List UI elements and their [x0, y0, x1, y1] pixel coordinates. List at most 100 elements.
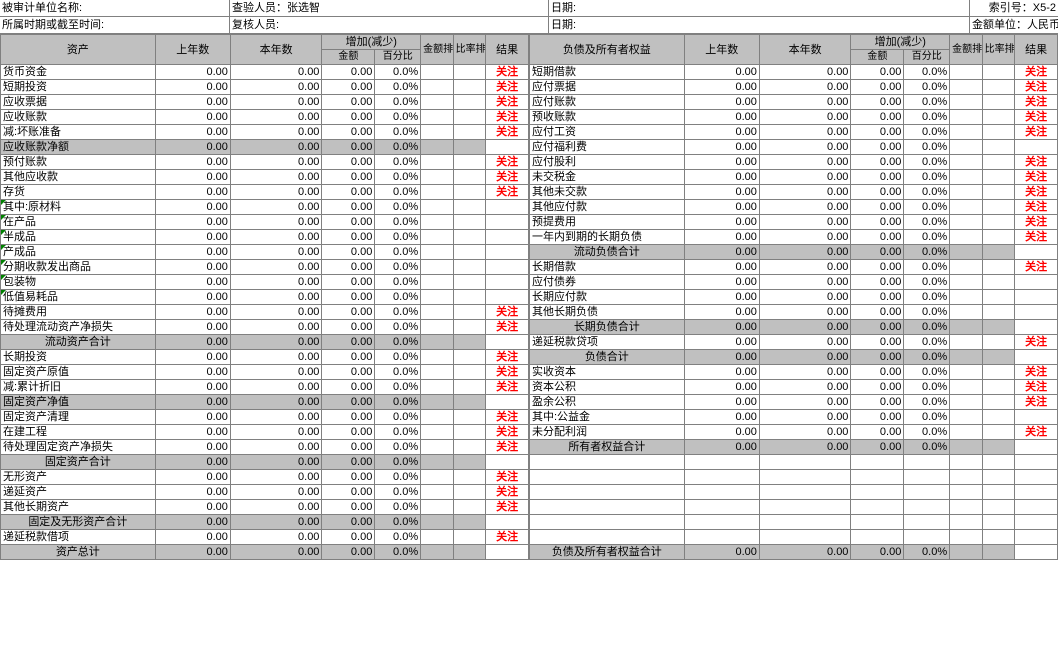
result-cell[interactable]: 关注	[1015, 155, 1058, 170]
cell[interactable]: 0.0%	[904, 335, 950, 350]
cell[interactable]: 0.00	[684, 350, 759, 365]
cell[interactable]: 0.00	[155, 320, 230, 335]
cell[interactable]	[950, 230, 983, 245]
cell[interactable]	[950, 365, 983, 380]
cell[interactable]	[421, 530, 454, 545]
cell[interactable]: 0.00	[851, 365, 904, 380]
cell[interactable]: 0.00	[322, 545, 375, 560]
cell[interactable]	[684, 485, 759, 500]
cell[interactable]: 0.00	[322, 470, 375, 485]
table-row[interactable]: 资本公积0.000.000.000.0%关注	[530, 380, 1058, 395]
cell[interactable]: 0.00	[230, 350, 322, 365]
table-row[interactable]: 长期应付款0.000.000.000.0%	[530, 290, 1058, 305]
result-cell[interactable]: 关注	[1015, 215, 1058, 230]
cell[interactable]: 0.00	[155, 335, 230, 350]
result-cell[interactable]: 关注	[1015, 95, 1058, 110]
cell[interactable]: 0.00	[851, 275, 904, 290]
cell[interactable]	[982, 440, 1015, 455]
cell[interactable]: 0.00	[155, 485, 230, 500]
cell[interactable]	[904, 500, 950, 515]
cell[interactable]	[982, 245, 1015, 260]
cell[interactable]	[982, 500, 1015, 515]
right-table[interactable]: 负债及所有者权益 上年数 本年数 增加(减少) 金额排序 比率排序 结果 金额 …	[529, 34, 1058, 560]
cell[interactable]: 0.00	[155, 455, 230, 470]
cell[interactable]	[453, 80, 486, 95]
cell[interactable]: 0.00	[155, 155, 230, 170]
table-row[interactable]: 递延税款贷项0.000.000.000.0%关注	[530, 335, 1058, 350]
cell[interactable]: 0.00	[322, 365, 375, 380]
cell[interactable]: 0.00	[851, 260, 904, 275]
result-cell[interactable]	[1015, 410, 1058, 425]
cell[interactable]	[904, 455, 950, 470]
cell[interactable]	[759, 530, 851, 545]
cell[interactable]: 0.0%	[375, 515, 421, 530]
result-cell[interactable]: 关注	[1015, 125, 1058, 140]
cell[interactable]	[453, 200, 486, 215]
cell[interactable]	[453, 500, 486, 515]
cell[interactable]: 0.00	[230, 530, 322, 545]
cell[interactable]: 0.0%	[375, 110, 421, 125]
cell[interactable]	[421, 470, 454, 485]
result-cell[interactable]	[486, 395, 529, 410]
cell[interactable]	[982, 530, 1015, 545]
cell[interactable]: 0.00	[759, 65, 851, 80]
cell[interactable]	[950, 455, 983, 470]
cell[interactable]: 0.00	[155, 380, 230, 395]
cell[interactable]	[421, 410, 454, 425]
cell[interactable]	[759, 455, 851, 470]
cell[interactable]: 0.0%	[375, 230, 421, 245]
cell[interactable]	[453, 365, 486, 380]
cell[interactable]	[950, 530, 983, 545]
cell[interactable]: 0.0%	[375, 500, 421, 515]
table-row[interactable]: 其中:公益金0.000.000.000.0%	[530, 410, 1058, 425]
cell[interactable]	[453, 470, 486, 485]
cell[interactable]	[421, 125, 454, 140]
table-row[interactable]: 在产品0.000.000.000.0%	[1, 215, 529, 230]
cell[interactable]	[950, 410, 983, 425]
cell[interactable]: 0.00	[684, 275, 759, 290]
cell[interactable]: 0.00	[759, 350, 851, 365]
result-cell[interactable]	[486, 230, 529, 245]
cell[interactable]: 0.00	[851, 65, 904, 80]
cell[interactable]	[453, 230, 486, 245]
cell[interactable]	[950, 95, 983, 110]
cell[interactable]: 0.0%	[375, 245, 421, 260]
cell[interactable]: 0.00	[230, 515, 322, 530]
cell[interactable]	[982, 170, 1015, 185]
cell[interactable]: 0.00	[155, 80, 230, 95]
cell[interactable]	[950, 215, 983, 230]
cell[interactable]: 0.00	[684, 230, 759, 245]
cell[interactable]: 0.00	[230, 395, 322, 410]
cell[interactable]: 0.00	[155, 470, 230, 485]
table-row[interactable]: 实收资本0.000.000.000.0%关注	[530, 365, 1058, 380]
table-row[interactable]: 盈余公积0.000.000.000.0%关注	[530, 395, 1058, 410]
cell[interactable]: 0.00	[759, 185, 851, 200]
cell[interactable]	[453, 185, 486, 200]
cell[interactable]	[950, 515, 983, 530]
cell[interactable]	[453, 395, 486, 410]
cell[interactable]: 0.00	[322, 275, 375, 290]
table-row[interactable]: 固定资产合计0.000.000.000.0%	[1, 455, 529, 470]
result-cell[interactable]: 关注	[486, 365, 529, 380]
cell[interactable]	[982, 65, 1015, 80]
cell[interactable]: 0.00	[155, 275, 230, 290]
cell[interactable]	[950, 500, 983, 515]
table-row[interactable]: 待处理固定资产净损失0.000.000.000.0%关注	[1, 440, 529, 455]
cell[interactable]	[453, 155, 486, 170]
result-cell[interactable]: 关注	[1015, 230, 1058, 245]
cell[interactable]: 0.00	[230, 410, 322, 425]
table-row[interactable]: 固定资产净值0.000.000.000.0%	[1, 395, 529, 410]
cell[interactable]: 0.00	[322, 260, 375, 275]
cell[interactable]: 0.00	[684, 215, 759, 230]
cell[interactable]	[453, 140, 486, 155]
cell[interactable]: 0.00	[155, 170, 230, 185]
cell[interactable]	[982, 155, 1015, 170]
cell[interactable]: 0.0%	[375, 215, 421, 230]
table-row[interactable]: 长期负债合计0.000.000.000.0%	[530, 320, 1058, 335]
cell[interactable]: 0.00	[155, 305, 230, 320]
table-row[interactable]: 在建工程0.000.000.000.0%关注	[1, 425, 529, 440]
cell[interactable]	[453, 485, 486, 500]
cell[interactable]: 0.0%	[904, 260, 950, 275]
cell[interactable]	[453, 380, 486, 395]
cell[interactable]: 0.00	[322, 215, 375, 230]
